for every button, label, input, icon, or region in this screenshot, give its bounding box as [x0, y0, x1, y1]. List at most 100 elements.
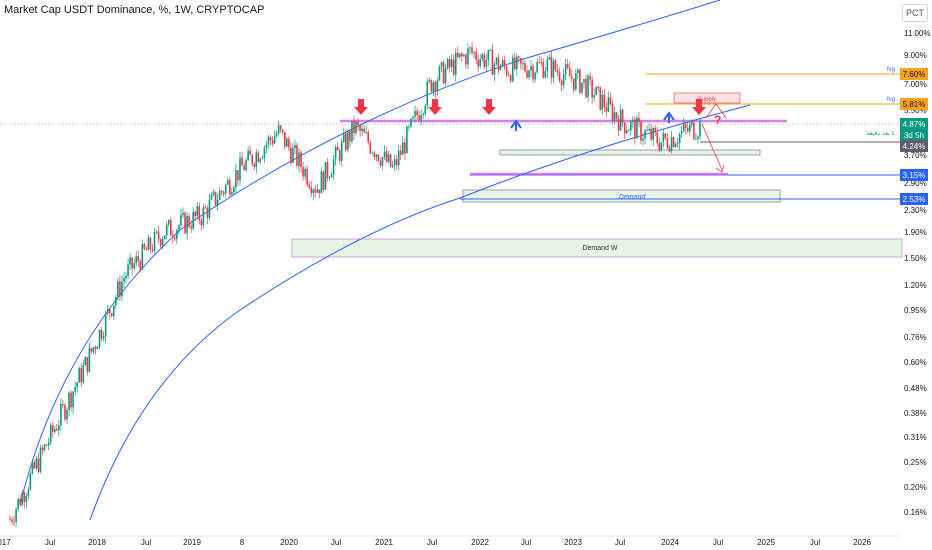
candle-body — [306, 168, 308, 185]
candle-body — [534, 72, 536, 80]
price-badge-label: 4.87% — [903, 120, 926, 129]
candle-body — [328, 177, 331, 179]
candle-body — [623, 122, 626, 134]
candle-body — [642, 138, 644, 141]
candle-body — [471, 47, 473, 53]
candle-body — [597, 86, 600, 88]
candle-body — [271, 140, 274, 144]
x-tick-label: 2024 — [661, 538, 679, 547]
fvg-label-2: fvg — [887, 97, 895, 103]
projection-arrows — [701, 103, 727, 173]
candle-body — [503, 60, 506, 67]
price-badge-label: 4.24% — [903, 142, 926, 151]
candle-body — [100, 329, 103, 339]
candle-body — [369, 142, 372, 153]
candle-body — [90, 348, 93, 352]
down-arrow-3 — [482, 99, 496, 115]
candle-body — [163, 235, 166, 239]
candle-body — [601, 94, 604, 110]
candle-body — [33, 461, 36, 469]
candle-body — [224, 184, 227, 194]
candle-body — [92, 347, 95, 352]
candle-body — [697, 136, 699, 139]
candle-body — [169, 219, 172, 236]
candle-body — [548, 57, 551, 60]
candle-body — [11, 519, 13, 522]
candle-body — [528, 70, 530, 78]
candle-body — [450, 59, 453, 68]
candle-body — [80, 368, 83, 383]
candle-body — [357, 121, 359, 126]
candle-body — [627, 130, 630, 132]
candle-body — [365, 132, 367, 134]
candle-body — [17, 498, 19, 510]
candle-body — [501, 60, 504, 66]
candle-body — [646, 130, 648, 132]
candle-body — [648, 128, 650, 131]
candle-body — [159, 239, 162, 246]
candle-body — [84, 357, 87, 366]
scale-mode-button[interactable]: PCT — [902, 4, 928, 22]
candle-body — [682, 124, 685, 132]
candle-body — [577, 69, 579, 74]
x-tick-label: Jul — [141, 538, 151, 547]
candle-body — [691, 122, 693, 125]
x-axis: 017 Jul 2018 Jul 2019 8 2020 Jul 2021 Jul 2022 Jul 2… — [0, 535, 900, 547]
candle-body — [56, 428, 58, 431]
candle-body — [444, 68, 447, 84]
candle-body — [188, 216, 190, 227]
candle-body — [277, 125, 280, 134]
candle-body — [497, 57, 500, 71]
candle-body — [267, 137, 270, 145]
candle-body — [564, 64, 567, 74]
down-arrow-2 — [428, 99, 442, 115]
channel-lower-curve — [89, 104, 751, 521]
y-tick-label: 1.20% — [904, 281, 927, 290]
candle-body — [9, 519, 11, 521]
candle-body — [599, 86, 602, 110]
candle-body — [178, 225, 180, 230]
candle-body — [593, 95, 595, 98]
candle-body — [558, 72, 561, 81]
candle-body — [121, 281, 123, 297]
candle-body — [359, 125, 361, 132]
candle-body — [587, 75, 589, 98]
candle-body — [499, 65, 502, 71]
candle-body — [686, 127, 689, 132]
candle-body — [412, 116, 414, 119]
candle-body — [672, 137, 675, 148]
candle-body — [540, 62, 543, 64]
candle-body — [426, 81, 429, 106]
candle-body — [255, 152, 258, 167]
candle-body — [654, 127, 657, 133]
demand-zone-small — [499, 149, 761, 156]
candle-body — [338, 150, 341, 161]
candle-body — [155, 231, 158, 233]
candle-body — [167, 219, 170, 225]
candle-body — [406, 126, 408, 154]
candle-body — [104, 313, 107, 337]
candle-body — [70, 392, 72, 408]
candle-body — [658, 143, 661, 151]
x-tick-label: 017 — [0, 538, 11, 547]
candle-body — [131, 257, 133, 269]
candle-body — [615, 112, 618, 119]
candle-body — [595, 86, 597, 96]
candle-body — [206, 208, 209, 218]
y-tick-label: 9.00% — [904, 51, 927, 60]
x-tick-label: Jul — [427, 538, 437, 547]
demand-w-zone — [291, 238, 903, 258]
x-tick-label: Jul — [45, 538, 55, 547]
candle-body — [39, 447, 42, 472]
candle-body — [265, 144, 268, 148]
candle-body — [194, 211, 197, 216]
candle-body — [345, 133, 347, 150]
candle-body — [621, 109, 624, 123]
candle-body — [689, 124, 691, 132]
candle-body — [304, 168, 306, 177]
candle-body — [98, 329, 101, 347]
candle-body — [229, 180, 231, 195]
candle-body — [383, 151, 386, 158]
candle-body — [43, 444, 46, 451]
